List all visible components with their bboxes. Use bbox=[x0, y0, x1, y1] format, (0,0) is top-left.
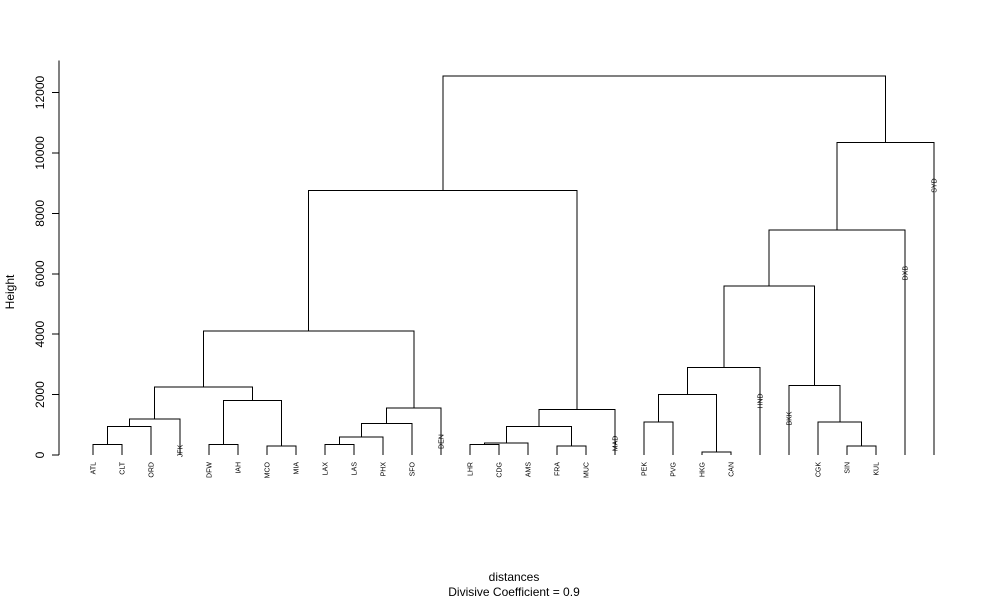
merge-link bbox=[308, 190, 578, 410]
y-axis-title: Height bbox=[3, 274, 17, 309]
merge-link bbox=[469, 443, 500, 455]
leaf-labels: ATL CLT ORD JFK DFW IAH MCO MIA LAX LAS PHX SFO DEN L… bbox=[91, 178, 939, 478]
merge-link bbox=[687, 366, 761, 455]
dendrogram-links bbox=[92, 75, 935, 455]
y-axis: 0 2000 4000 6000 8000 10000 12000 bbox=[33, 60, 60, 458]
leaf-label: LHR bbox=[468, 462, 475, 476]
leaf-label: DEN bbox=[439, 434, 446, 449]
merge-link bbox=[208, 443, 239, 455]
leaf-label: SIN bbox=[845, 462, 852, 474]
leaf-label: LAS bbox=[352, 462, 359, 476]
leaf-label: IAH bbox=[236, 462, 243, 474]
y-tick-label: 12000 bbox=[33, 76, 47, 110]
leaf-label: MIA bbox=[294, 462, 301, 475]
merge-link bbox=[154, 386, 253, 419]
leaf-label: PHX bbox=[381, 462, 388, 477]
divisive-coefficient-label: Divisive Coefficient = 0.9 bbox=[448, 585, 580, 599]
merge-link bbox=[266, 445, 297, 455]
merge-link bbox=[92, 443, 123, 455]
leaf-label: SYD bbox=[932, 178, 939, 192]
merge-link bbox=[128, 418, 181, 455]
leaf-label: HND bbox=[758, 393, 765, 408]
leaf-label: ORD bbox=[149, 462, 156, 478]
leaf-label: ATL bbox=[91, 462, 98, 474]
leaf-label: JFK bbox=[178, 444, 185, 457]
leaf-label: FRA bbox=[555, 462, 562, 476]
leaf-label: MCO bbox=[265, 461, 272, 478]
leaf-label: BKK bbox=[787, 411, 794, 425]
merge-link bbox=[324, 443, 355, 455]
y-tick-label: 0 bbox=[33, 451, 47, 458]
leaf-label: CDG bbox=[497, 462, 504, 478]
merge-link bbox=[203, 330, 415, 409]
leaf-label: LAX bbox=[323, 462, 330, 476]
y-tick-label: 10000 bbox=[33, 136, 47, 170]
y-tick-label: 8000 bbox=[33, 200, 47, 227]
y-tick-label: 4000 bbox=[33, 321, 47, 348]
merge-link bbox=[701, 451, 732, 455]
leaf-label: PVG bbox=[671, 462, 678, 477]
merge-link bbox=[442, 75, 887, 191]
merge-link bbox=[817, 421, 862, 455]
leaf-label: HKG bbox=[700, 462, 707, 477]
merge-link bbox=[836, 141, 935, 455]
leaf-label: AMS bbox=[526, 462, 533, 478]
merge-link bbox=[788, 385, 841, 455]
merge-link bbox=[339, 436, 384, 455]
y-tick-label: 6000 bbox=[33, 260, 47, 287]
leaf-label: SFO bbox=[410, 461, 417, 476]
leaf-label: PEK bbox=[642, 462, 649, 476]
merge-link bbox=[768, 229, 906, 455]
merge-link bbox=[538, 409, 616, 455]
x-axis-title: distances bbox=[489, 570, 540, 584]
merge-link bbox=[846, 445, 877, 455]
leaf-label: DXB bbox=[903, 266, 910, 281]
leaf-label: CAN bbox=[729, 462, 736, 477]
merge-link bbox=[723, 285, 815, 386]
merge-link bbox=[223, 400, 282, 446]
leaf-label: CGK bbox=[816, 462, 823, 478]
leaf-label: CLT bbox=[120, 461, 127, 474]
leaf-label: MAD bbox=[613, 436, 620, 452]
leaf-label: DFW bbox=[207, 462, 214, 478]
leaf-label: KUL bbox=[874, 462, 881, 476]
merge-link bbox=[643, 421, 674, 455]
merge-link bbox=[360, 422, 413, 455]
y-tick-label: 2000 bbox=[33, 381, 47, 408]
merge-link bbox=[556, 445, 587, 455]
merge-link bbox=[107, 425, 152, 455]
merge-link bbox=[386, 407, 442, 455]
merge-link bbox=[658, 394, 717, 452]
leaf-label: MUC bbox=[584, 462, 591, 478]
